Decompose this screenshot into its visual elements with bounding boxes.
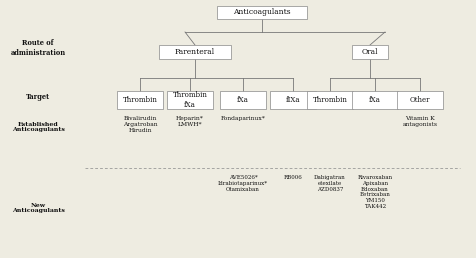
Text: RB006: RB006 [283, 175, 302, 180]
Text: Thrombin
fXa: Thrombin fXa [172, 91, 207, 109]
Text: Thrombin: Thrombin [312, 96, 347, 104]
Text: Oral: Oral [361, 48, 377, 56]
Text: Rivaroxaban
Apixaban
Edoxaban
Betrixaban
YM150
TAK442: Rivaroxaban Apixaban Edoxaban Betrixaban… [357, 175, 392, 209]
Text: fIXa: fIXa [285, 96, 300, 104]
FancyBboxPatch shape [159, 45, 230, 59]
Text: fXa: fXa [237, 96, 248, 104]
FancyBboxPatch shape [307, 91, 352, 109]
Text: Anticoagulants: Anticoagulants [233, 8, 290, 16]
Text: Other: Other [409, 96, 429, 104]
Text: Route of
administration: Route of administration [10, 39, 65, 57]
FancyBboxPatch shape [219, 91, 266, 109]
FancyBboxPatch shape [351, 91, 397, 109]
Text: Vitamin K
antagonists: Vitamin K antagonists [402, 116, 436, 127]
Text: New
Anticoagulants: New Anticoagulants [11, 203, 64, 213]
FancyBboxPatch shape [167, 91, 213, 109]
FancyBboxPatch shape [396, 91, 442, 109]
Text: Thrombin: Thrombin [122, 96, 157, 104]
FancyBboxPatch shape [351, 45, 387, 59]
Text: Target: Target [26, 93, 50, 101]
FancyBboxPatch shape [217, 5, 307, 19]
Text: Bivalirudin
Argatroban
Hirudin: Bivalirudin Argatroban Hirudin [122, 116, 157, 133]
Text: fXa: fXa [368, 96, 380, 104]
Text: Dabigatran
etexilate
AZD0837: Dabigatran etexilate AZD0837 [314, 175, 345, 192]
Text: Fondaparinux*: Fondaparinux* [220, 116, 265, 121]
FancyBboxPatch shape [117, 91, 163, 109]
Text: AVE5026*
Idrabiotaparinux*
Otamixaban: AVE5026* Idrabiotaparinux* Otamixaban [218, 175, 268, 192]
Text: Heparin*
LMWH*: Heparin* LMWH* [176, 116, 203, 127]
Text: Established
Anticoagulants: Established Anticoagulants [11, 122, 64, 132]
FancyBboxPatch shape [269, 91, 315, 109]
Text: Parenteral: Parenteral [175, 48, 215, 56]
